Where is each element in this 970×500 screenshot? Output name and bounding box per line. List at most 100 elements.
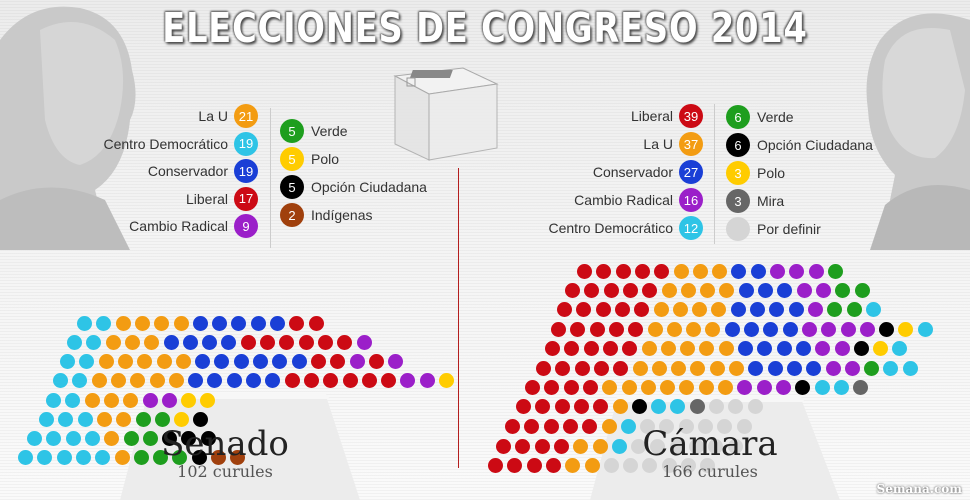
seat-la-u: [134, 316, 150, 331]
seat-liberal: [613, 361, 629, 376]
seat-conservador: [192, 316, 208, 331]
seat-centro-democratico: [865, 302, 881, 317]
seat-por-definir: [700, 458, 716, 473]
seat-cambio-radical: [349, 354, 365, 369]
seat-centro-democratico: [77, 412, 93, 427]
seat-polo: [873, 341, 889, 356]
seat-conservador: [195, 354, 211, 369]
seat-conservador: [265, 373, 281, 388]
seat-la-u: [592, 439, 608, 454]
seat-count-badge: 21: [234, 104, 258, 128]
seat-liberal: [584, 283, 600, 298]
seat-la-u: [137, 354, 153, 369]
seat-la-u: [712, 264, 728, 279]
legend-item-liberal: Liberal 39: [631, 104, 703, 128]
seat-count-badge: 37: [679, 132, 703, 156]
seat-centro-democratico: [611, 439, 627, 454]
seat-count-badge: 5: [280, 175, 304, 199]
seat-conservador: [291, 354, 307, 369]
seat-por-definir: [728, 399, 744, 414]
seat-count-badge: 19: [234, 131, 258, 156]
seat-centro-democratico: [917, 322, 933, 337]
seat-count-badge: [726, 217, 750, 241]
seat-la-u: [130, 373, 146, 388]
seat-por-definir: [650, 439, 666, 454]
seat-liberal: [583, 341, 599, 356]
seat-centro-democratico: [79, 354, 95, 369]
seat-polo: [200, 393, 216, 408]
seat-la-u: [117, 354, 133, 369]
seat-cambio-radical: [388, 354, 404, 369]
seat-liberal: [574, 361, 590, 376]
seat-liberal: [642, 283, 658, 298]
seat-cambio-radical: [789, 264, 805, 279]
legend-item-cambio-radical: Cambio Radical 16: [574, 188, 703, 212]
party-label: Verde: [757, 109, 794, 125]
seat-verde: [864, 361, 880, 376]
seat-centro-democratico: [72, 373, 88, 388]
seat-centro-democratico: [86, 335, 102, 350]
legend-item-la-u: La U 21: [198, 104, 258, 128]
seat-centro-democratico: [56, 450, 72, 465]
seat-liberal: [323, 373, 339, 388]
seat-count-badge: 2: [280, 203, 304, 227]
seat-cambio-radical: [356, 335, 372, 350]
seat-centro-democratico: [65, 393, 81, 408]
legend-item-polo: 3 Polo: [726, 161, 785, 185]
seat-liberal: [595, 302, 611, 317]
seat-liberal: [526, 458, 542, 473]
seat-conservador: [731, 264, 747, 279]
party-label: Conservador: [147, 163, 228, 179]
seat-centro-democratico: [46, 431, 62, 446]
seat-conservador: [738, 341, 753, 356]
seat-la-u: [168, 373, 184, 388]
party-label: Opción Ciudadana: [311, 179, 427, 195]
center-divider: [458, 168, 459, 468]
seat-opcion-ciudadana: [879, 322, 895, 337]
senado-title: Senado: [161, 424, 289, 464]
legend-item-polo: 5 Polo: [280, 147, 339, 171]
seat-cambio-radical: [834, 341, 850, 356]
seat-conservador: [744, 322, 759, 337]
seat-la-u: [84, 393, 100, 408]
seat-liberal: [303, 373, 319, 388]
seat-liberal: [582, 419, 598, 434]
seat-centro-democratico: [46, 393, 61, 408]
seat-centro-democratico: [77, 316, 92, 331]
seat-verde: [172, 450, 188, 465]
seat-conservador: [253, 354, 268, 369]
seat-count-badge: 6: [726, 105, 750, 129]
seat-cambio-radical: [821, 322, 837, 337]
legend-item-cambio-radical: Cambio Radical 9: [129, 214, 258, 238]
seat-la-u: [114, 450, 130, 465]
seat-la-u: [690, 361, 706, 376]
seat-cambio-radical: [859, 322, 875, 337]
seat-count-badge: 27: [679, 160, 703, 184]
seat-conservador: [202, 335, 218, 350]
seat-cambio-radical: [796, 283, 812, 298]
seat-liberal: [589, 322, 605, 337]
seat-liberal: [298, 335, 314, 350]
seat-conservador: [757, 341, 773, 356]
seat-liberal: [240, 335, 256, 350]
seat-la-u: [666, 322, 682, 337]
seat-liberal: [551, 322, 566, 337]
seat-centro-democratico: [75, 450, 91, 465]
seat-la-u: [96, 412, 112, 427]
seat-la-u: [156, 354, 172, 369]
seat-cambio-radical: [815, 283, 831, 298]
seat-la-u: [105, 335, 121, 350]
seat-la-u: [647, 322, 663, 337]
seat-count-badge: 9: [234, 214, 258, 238]
seat-liberal: [544, 380, 560, 395]
seat-la-u: [718, 341, 734, 356]
camara-seat-count: 166 curules: [662, 462, 758, 481]
seat-count-badge: 16: [679, 188, 703, 212]
seat-liberal: [593, 399, 609, 414]
seat-liberal: [570, 322, 586, 337]
seat-la-u: [705, 322, 721, 337]
party-label: Opción Ciudadana: [757, 137, 873, 153]
seat-la-u: [692, 302, 708, 317]
legend-item-opcion-ciudadana: 6 Opción Ciudadana: [726, 133, 873, 157]
